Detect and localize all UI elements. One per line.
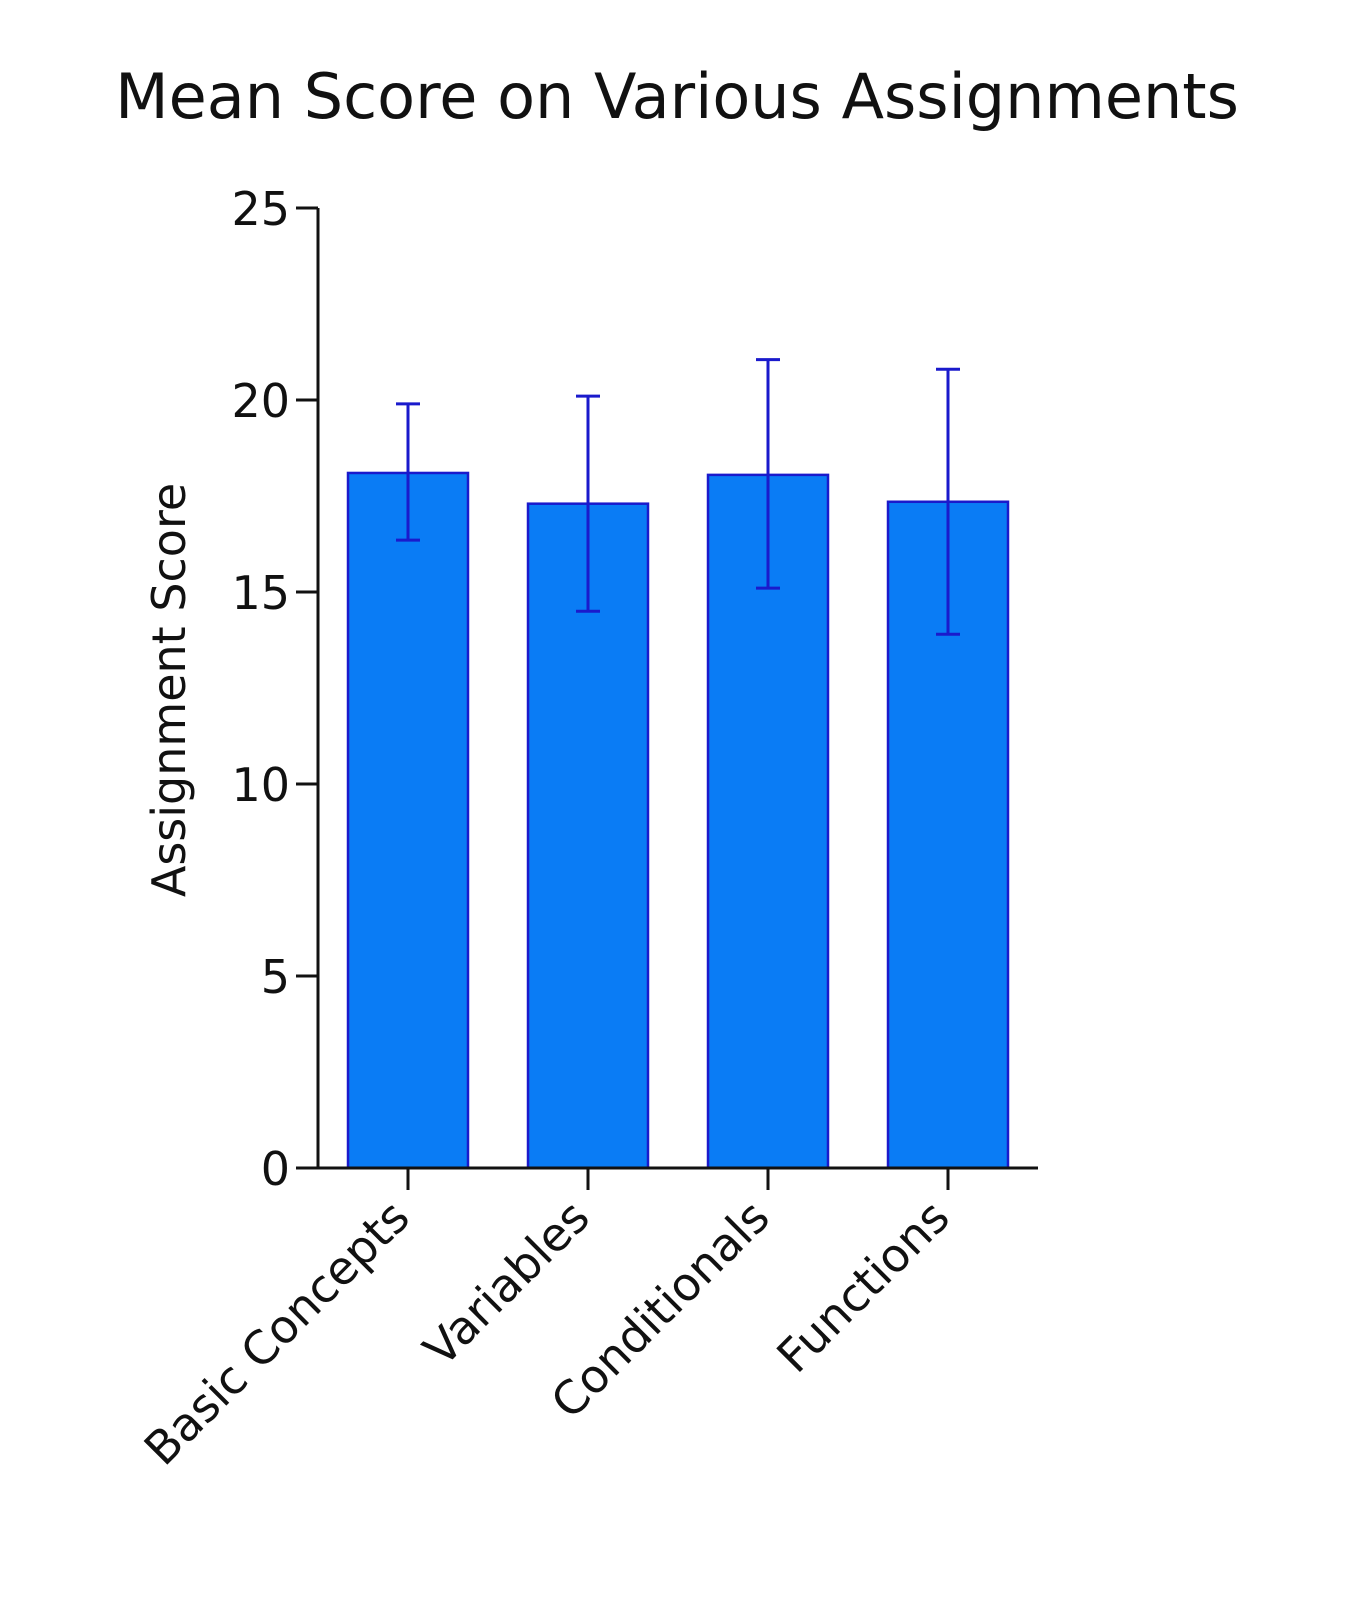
bar — [706, 473, 830, 1170]
x-category-label: Variables — [413, 1190, 600, 1377]
y-tick-label: 5 — [261, 950, 290, 1004]
axes-group — [316, 208, 1038, 1170]
y-tick-label: 25 — [231, 182, 290, 236]
x-ticks-group: Basic ConceptsVariablesConditionalsFunct… — [134, 1168, 960, 1476]
bars-group — [346, 471, 1010, 1170]
bar — [526, 502, 650, 1170]
x-category-label: Basic Concepts — [134, 1190, 420, 1476]
y-axis-label: Assignment Score — [142, 483, 196, 897]
y-tick-label: 10 — [231, 758, 290, 812]
bar — [346, 471, 470, 1170]
y-ticks-group: 0 5 10 15 20 25 — [231, 182, 318, 1196]
chart-title: Mean Score on Various Assignments — [115, 60, 1239, 133]
x-category-label: Functions — [766, 1190, 959, 1383]
y-tick-label: 15 — [231, 566, 290, 620]
y-tick-label: 20 — [231, 374, 290, 428]
y-tick-label: 0 — [261, 1142, 290, 1196]
error-bars-group — [396, 358, 960, 636]
